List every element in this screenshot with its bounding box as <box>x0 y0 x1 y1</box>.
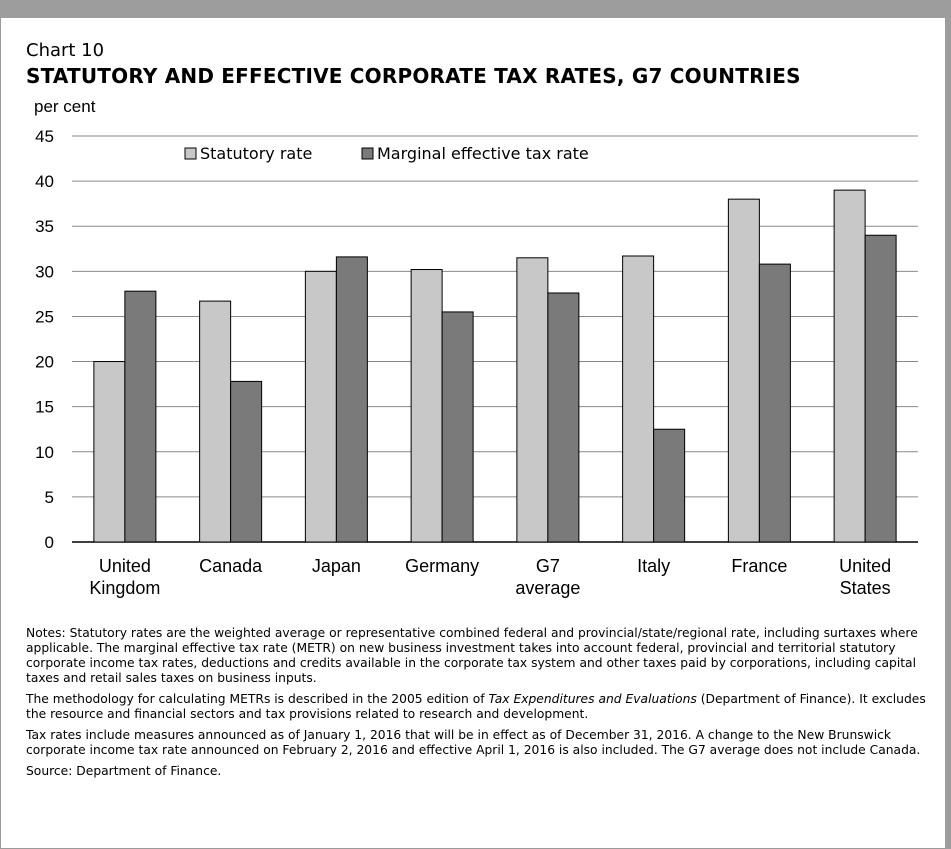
legend-label: Statutory rate <box>200 144 312 163</box>
x-tick-label: Canada <box>199 556 263 576</box>
bar-marginal-effective-rate <box>864 234 897 543</box>
bar-statutory-rate <box>516 257 549 543</box>
y-tick-label: 20 <box>35 353 54 372</box>
x-tick-label: United <box>99 556 151 576</box>
bar-statutory-rate <box>727 198 760 543</box>
x-tick-label: States <box>840 578 891 598</box>
bar-statutory-rate <box>93 361 126 543</box>
note-2: The methodology for calculating METRs is… <box>26 692 936 722</box>
source-note: Source: Department of Finance. <box>26 764 222 778</box>
top-banner <box>0 0 951 18</box>
bar-marginal-effective-rate <box>653 428 686 543</box>
y-tick-label: 10 <box>35 443 54 462</box>
y-tick-label: 5 <box>45 488 54 507</box>
note-3: Tax rates include measures announced as … <box>26 728 921 757</box>
note-2-publication-title: Tax Expenditures and Evaluations <box>488 692 697 706</box>
x-tick-label: Kingdom <box>89 578 160 598</box>
y-tick-label: 15 <box>35 398 54 417</box>
y-tick-label: 25 <box>35 307 54 326</box>
right-edge-bar <box>945 0 951 849</box>
note-2-suffix: (Department of Finance). It excludes the… <box>26 692 926 721</box>
chart-number: Chart 10 <box>26 40 105 61</box>
x-tick-label: Italy <box>637 556 670 576</box>
bar-marginal-effective-rate <box>758 263 791 543</box>
x-tick-label: G7 <box>536 556 560 576</box>
note-1: Notes: Statutory rates are the weighted … <box>26 626 918 685</box>
x-tick-label: Germany <box>405 556 479 576</box>
bar-marginal-effective-rate <box>124 290 157 543</box>
y-tick-label: 40 <box>35 172 54 191</box>
x-tick-label: France <box>731 556 787 576</box>
chart-title: STATUTORY AND EFFECTIVE CORPORATE TAX RA… <box>26 64 801 88</box>
bar-statutory-rate <box>833 189 866 543</box>
note-2-prefix: The methodology for calculating METRs is… <box>26 692 489 706</box>
bar-statutory-rate <box>410 269 443 543</box>
bar-marginal-effective-rate <box>335 256 368 543</box>
bar-marginal-effective-rate <box>547 292 580 543</box>
legend-label: Marginal effective tax rate <box>377 144 589 163</box>
legend-swatch <box>361 147 374 160</box>
bar-statutory-rate <box>304 270 337 543</box>
notes-section: Notes: Statutory rates are the weighted … <box>26 626 936 785</box>
x-tick-label: United <box>839 556 891 576</box>
y-tick-label: 30 <box>35 262 54 281</box>
bar-statutory-rate <box>622 255 655 543</box>
bar-marginal-effective-rate <box>441 311 474 543</box>
y-tick-label: 0 <box>45 533 54 552</box>
bar-statutory-rate <box>199 300 232 543</box>
bar-marginal-effective-rate <box>230 380 263 543</box>
x-tick-label: average <box>515 578 580 598</box>
x-tick-label: Japan <box>312 556 361 576</box>
y-tick-label: 45 <box>35 127 54 146</box>
legend-swatch <box>184 147 197 160</box>
y-axis-title: per cent <box>34 97 96 116</box>
bar-chart: per cent051015202530354045UnitedKingdomC… <box>34 97 918 598</box>
y-tick-label: 35 <box>35 217 54 236</box>
